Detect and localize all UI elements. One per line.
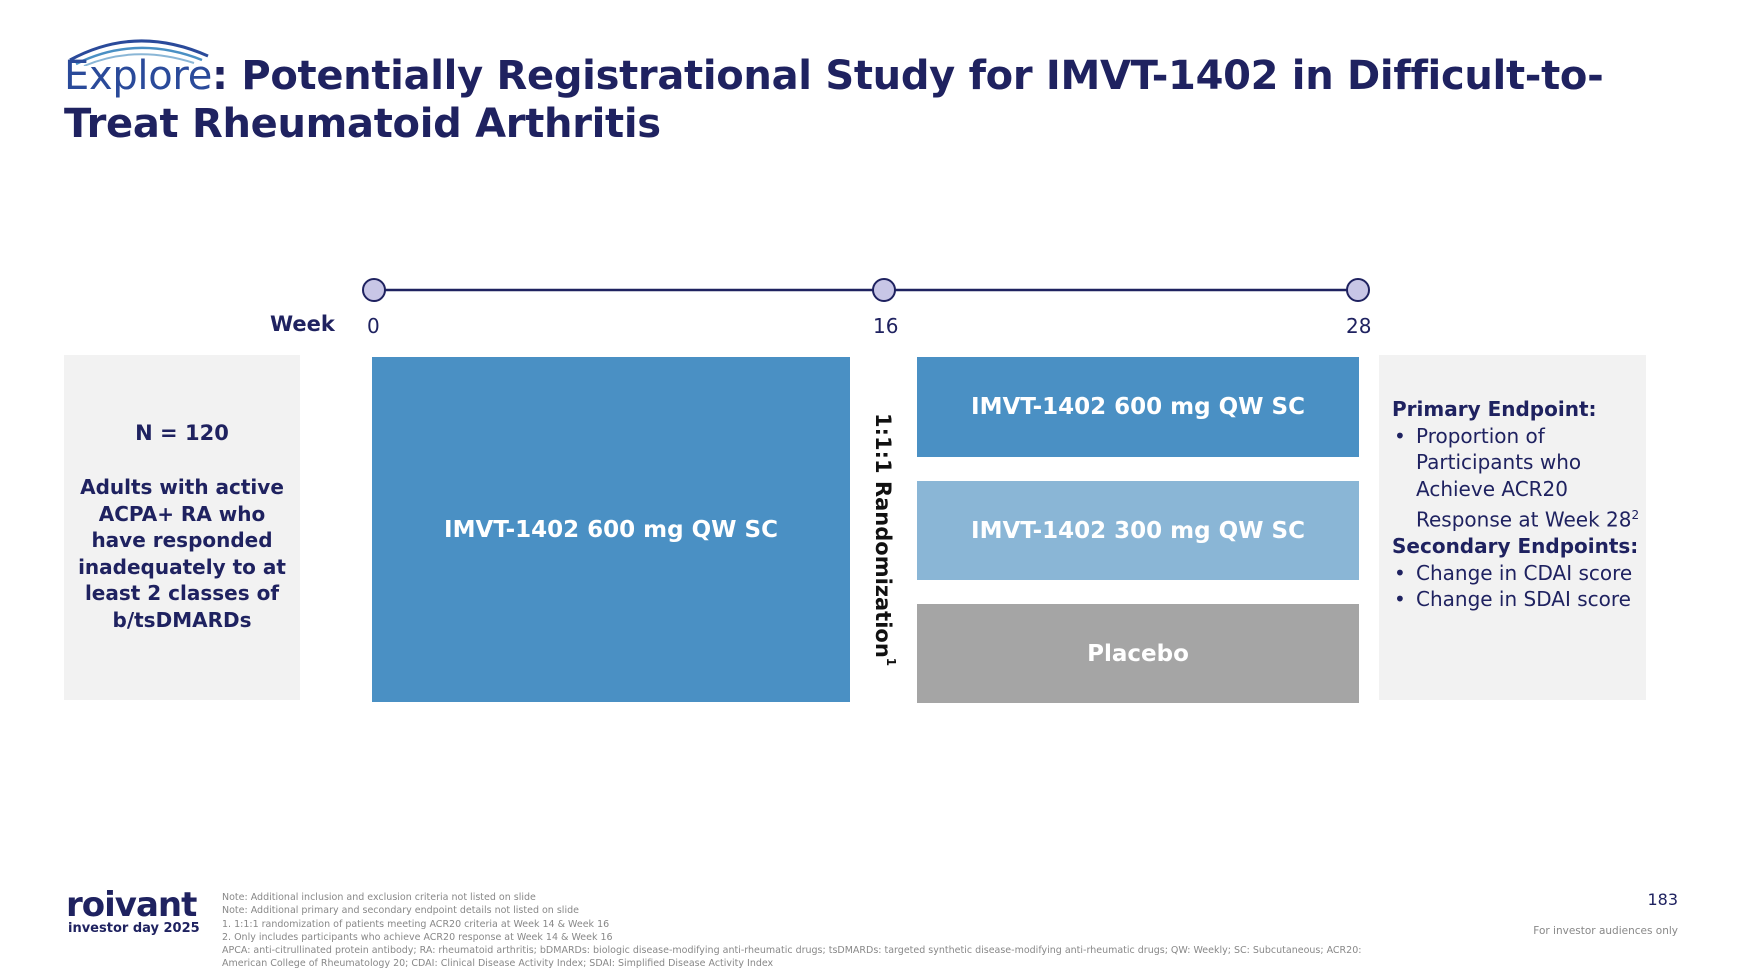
- week-axis-label: Week: [270, 312, 335, 336]
- audience-note: For investor audiences only: [1533, 925, 1678, 937]
- population-description: Adults with active ACPA+ RA who have res…: [78, 475, 286, 632]
- arm-300mg: IMVT-1402 300 mg QW SC: [917, 481, 1359, 580]
- logo-subtitle: investor day 2025: [68, 921, 200, 936]
- arm-600mg: IMVT-1402 600 mg QW SC: [917, 357, 1359, 457]
- timeline-node-week-28: [1346, 278, 1370, 302]
- explore-arc-logo: [69, 39, 209, 66]
- population-n: N = 120: [135, 421, 229, 445]
- footnote-line: 1. 1:1:1 randomization of patients meeti…: [222, 918, 610, 930]
- page-number: 183: [1647, 890, 1678, 909]
- arm-initial-600mg: IMVT-1402 600 mg QW SC: [372, 357, 850, 702]
- footnotes: Note: Additional inclusion and exclusion…: [222, 891, 1462, 971]
- footnote-line: American College of Rheumatology 20; CDA…: [222, 958, 774, 970]
- footnote-line: APCA: anti-citrullinated protein antibod…: [222, 945, 1362, 957]
- primary-endpoint-footnote: 2: [1631, 508, 1640, 522]
- week-tick-0: 0: [367, 314, 380, 338]
- arm-600mg-label: IMVT-1402 600 mg QW SC: [971, 394, 1305, 420]
- secondary-endpoints-heading: Secondary Endpoints:: [1392, 534, 1639, 559]
- arm-initial-label: IMVT-1402 600 mg QW SC: [444, 516, 778, 543]
- timeline: [362, 278, 1370, 302]
- primary-endpoint-list: Proportion of Participants who Achieve A…: [1392, 423, 1642, 534]
- arm-300mg-label: IMVT-1402 300 mg QW SC: [971, 517, 1305, 544]
- footnote-line: Note: Additional inclusion and exclusion…: [222, 892, 536, 903]
- randomization-text: 1:1:1 Randomization: [871, 413, 895, 658]
- population-box: [64, 355, 300, 700]
- primary-endpoint-item: Proportion of Participants who Achieve A…: [1392, 423, 1642, 534]
- footnote-line: 2. Only includes participants who achiev…: [222, 931, 613, 943]
- week-tick-16: 16: [873, 314, 899, 338]
- randomization-label: 1:1:1 Randomization1: [871, 413, 898, 666]
- roivant-logo: roivant: [66, 885, 197, 925]
- primary-endpoint-text: Proportion of Participants who Achieve A…: [1416, 423, 1632, 532]
- secondary-endpoint-item: Change in CDAI score: [1392, 560, 1642, 587]
- arm-placebo-label: Placebo: [1087, 640, 1189, 667]
- arm-placebo: Placebo: [917, 604, 1359, 703]
- secondary-endpoint-item: Change in SDAI score: [1392, 586, 1642, 613]
- primary-endpoint-heading: Primary Endpoint:: [1392, 397, 1597, 421]
- footnote-line: Note: Additional primary and secondary e…: [222, 905, 579, 917]
- timeline-node-week-16: [872, 278, 896, 302]
- timeline-node-week-0: [362, 278, 386, 302]
- randomization-footnote: 1: [884, 657, 898, 667]
- endpoints: Primary Endpoint: Proportion of Particip…: [1392, 396, 1642, 613]
- title-text: : Potentially Registrational Study for I…: [64, 53, 1604, 147]
- page-title: Explore: Potentially Registrational Stud…: [64, 52, 1704, 148]
- week-tick-28: 28: [1346, 314, 1372, 338]
- title-brand-word: Explore: [64, 53, 212, 99]
- secondary-endpoint-list: Change in CDAI score Change in SDAI scor…: [1392, 560, 1642, 613]
